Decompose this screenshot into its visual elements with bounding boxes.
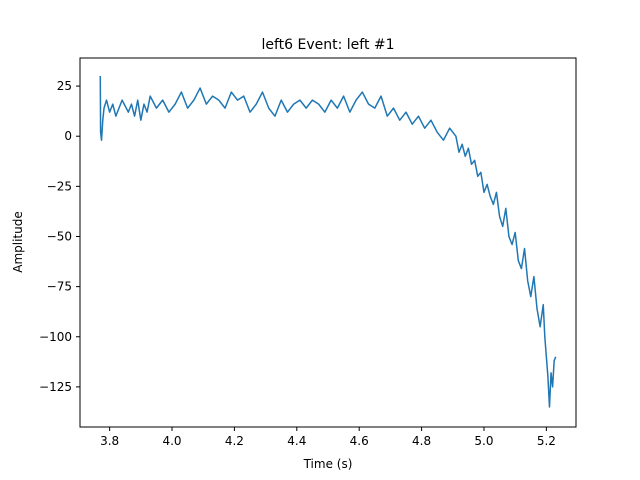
x-axis-label: Time (s) xyxy=(303,457,353,471)
y-tick-label: −125 xyxy=(39,380,72,394)
series-line xyxy=(99,76,557,408)
x-axis: 3.8 4.0 4.2 4.4 4.6 4.8 5.0 5.2 xyxy=(100,427,556,448)
x-tick-label: 4.6 xyxy=(350,434,369,448)
plot-frame xyxy=(79,57,577,428)
x-tick-label: 4.8 xyxy=(412,434,431,448)
y-tick-label: −75 xyxy=(47,280,72,294)
y-tick-label: 0 xyxy=(64,129,72,143)
x-tick-label: 3.8 xyxy=(100,434,119,448)
x-tick-label: 5.0 xyxy=(474,434,493,448)
y-axis: 25 0 −25 −50 −75 −100 −125 xyxy=(39,79,80,394)
y-tick-label: −100 xyxy=(39,330,72,344)
chart-title: left6 Event: left #1 xyxy=(261,37,394,53)
y-axis-label: Amplitude xyxy=(11,211,25,273)
plot-area xyxy=(79,57,577,428)
x-tick-label: 5.2 xyxy=(537,434,556,448)
x-tick-label: 4.4 xyxy=(287,434,306,448)
y-tick-label: −25 xyxy=(47,179,72,193)
y-tick-label: 25 xyxy=(57,79,72,93)
x-tick-label: 4.2 xyxy=(225,434,244,448)
x-tick-label: 4.0 xyxy=(162,434,181,448)
series-layer xyxy=(99,76,557,408)
y-tick-label: −50 xyxy=(47,229,72,243)
